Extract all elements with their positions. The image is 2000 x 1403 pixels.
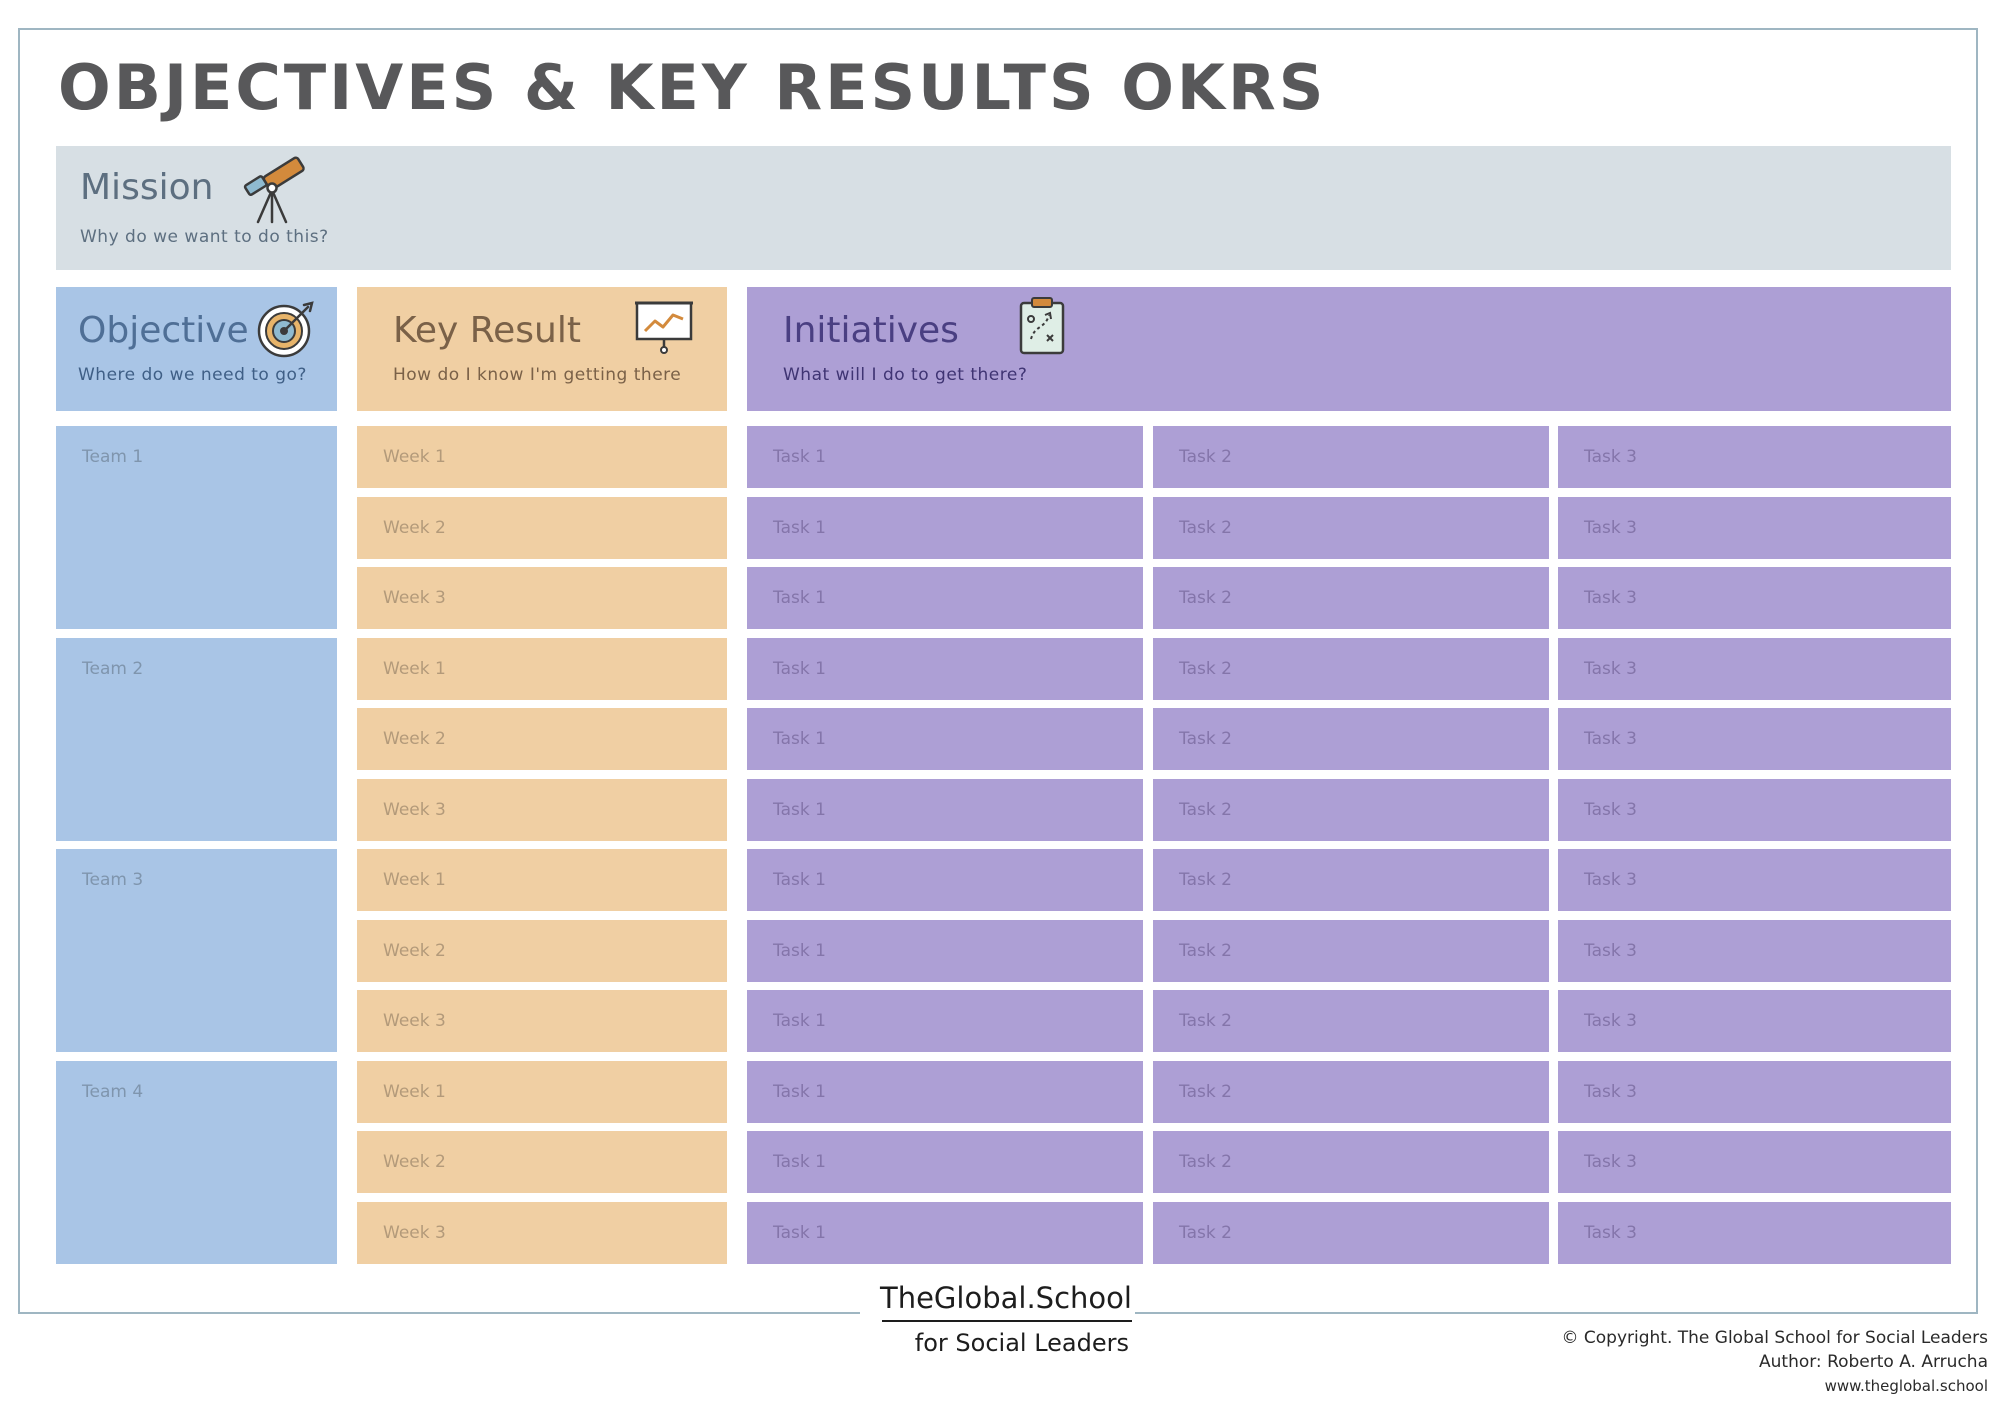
task-cell[interactable]: Task 2	[1153, 637, 1549, 700]
key-result-title: Key Result	[393, 310, 581, 351]
team-cell[interactable]: Team 4	[56, 1060, 337, 1264]
copyright-text: © Copyright. The Global School for Socia…	[1561, 1328, 1988, 1348]
team-cell[interactable]: Team 3	[56, 849, 337, 1052]
initiatives-header: Initiatives What will I do to get there?	[747, 287, 1951, 411]
task-cell[interactable]: Task 2	[1153, 990, 1549, 1052]
mission-title: Mission	[80, 167, 214, 208]
page-title: OBJECTIVES & KEY RESULTS OKRS	[58, 51, 1327, 124]
task-cell[interactable]: Task 3	[1558, 778, 1951, 841]
team-cell[interactable]: Team 1	[56, 426, 337, 629]
task-cell[interactable]: Task 1	[747, 496, 1143, 559]
task-cell[interactable]: Task 1	[747, 708, 1143, 770]
week-cell[interactable]: Week 3	[357, 567, 727, 629]
task-cell[interactable]: Task 1	[747, 778, 1143, 841]
author-text: Author: Roberto A. Arrucha	[1759, 1352, 1988, 1372]
key-result-subtitle: How do I know I'm getting there	[393, 365, 682, 385]
week-cell[interactable]: Week 2	[357, 919, 727, 982]
clipboard-strategy-icon	[1017, 295, 1067, 361]
week-cell[interactable]: Week 2	[357, 496, 727, 559]
task-cell[interactable]: Task 2	[1153, 849, 1549, 911]
week-cell[interactable]: Week 3	[357, 990, 727, 1052]
logo-subtitle: for Social Leaders	[914, 1329, 1129, 1357]
task-cell[interactable]: Task 3	[1558, 426, 1951, 488]
task-cell[interactable]: Task 2	[1153, 567, 1549, 629]
school-logo: TheGlobal.School for Social Leaders	[860, 1270, 1135, 1360]
initiatives-title: Initiatives	[783, 310, 959, 351]
task-cell[interactable]: Task 1	[747, 990, 1143, 1052]
task-cell[interactable]: Task 2	[1153, 1201, 1549, 1264]
task-cell[interactable]: Task 2	[1153, 708, 1549, 770]
week-cell[interactable]: Week 3	[357, 778, 727, 841]
chart-board-icon	[633, 299, 695, 359]
team-cell[interactable]: Team 2	[56, 637, 337, 841]
objective-title: Objective	[78, 310, 249, 351]
week-cell[interactable]: Week 1	[357, 1060, 727, 1123]
task-cell[interactable]: Task 3	[1558, 496, 1951, 559]
week-cell[interactable]: Week 1	[357, 849, 727, 911]
task-cell[interactable]: Task 3	[1558, 708, 1951, 770]
week-cell[interactable]: Week 1	[357, 426, 727, 488]
week-cell[interactable]: Week 2	[357, 1131, 727, 1193]
task-cell[interactable]: Task 1	[747, 567, 1143, 629]
task-cell[interactable]: Task 2	[1153, 778, 1549, 841]
task-cell[interactable]: Task 2	[1153, 1131, 1549, 1193]
task-cell[interactable]: Task 3	[1558, 849, 1951, 911]
credits: © Copyright. The Global School for Socia…	[1561, 1326, 1988, 1398]
task-cell[interactable]: Task 3	[1558, 1201, 1951, 1264]
task-cell[interactable]: Task 3	[1558, 990, 1951, 1052]
task-cell[interactable]: Task 1	[747, 919, 1143, 982]
mission-subtitle: Why do we want to do this?	[80, 227, 329, 247]
task-cell[interactable]: Task 1	[747, 1060, 1143, 1123]
task-cell[interactable]: Task 3	[1558, 637, 1951, 700]
task-cell[interactable]: Task 1	[747, 637, 1143, 700]
task-cell[interactable]: Task 3	[1558, 567, 1951, 629]
target-icon	[256, 299, 316, 363]
website-link[interactable]: www.theglobal.school	[1824, 1377, 1988, 1395]
task-cell[interactable]: Task 1	[747, 849, 1143, 911]
logo-underline	[882, 1320, 1132, 1322]
task-cell[interactable]: Task 2	[1153, 496, 1549, 559]
task-cell[interactable]: Task 1	[747, 1131, 1143, 1193]
objective-subtitle: Where do we need to go?	[78, 365, 307, 385]
key-result-header: Key Result How do I know I'm getting the…	[357, 287, 727, 411]
telescope-icon	[238, 152, 314, 230]
logo-text: TheGlobal.School	[880, 1281, 1132, 1315]
task-cell[interactable]: Task 3	[1558, 1131, 1951, 1193]
task-cell[interactable]: Task 1	[747, 426, 1143, 488]
week-cell[interactable]: Week 1	[357, 637, 727, 700]
objective-header: Objective Where do we need to go?	[56, 287, 337, 411]
task-cell[interactable]: Task 2	[1153, 1060, 1549, 1123]
task-cell[interactable]: Task 1	[747, 1201, 1143, 1264]
mission-banner: Mission Why do we want to do this?	[56, 146, 1951, 270]
task-cell[interactable]: Task 2	[1153, 919, 1549, 982]
initiatives-subtitle: What will I do to get there?	[783, 365, 1028, 385]
task-cell[interactable]: Task 3	[1558, 1060, 1951, 1123]
task-cell[interactable]: Task 2	[1153, 426, 1549, 488]
task-cell[interactable]: Task 3	[1558, 919, 1951, 982]
week-cell[interactable]: Week 3	[357, 1201, 727, 1264]
week-cell[interactable]: Week 2	[357, 708, 727, 770]
